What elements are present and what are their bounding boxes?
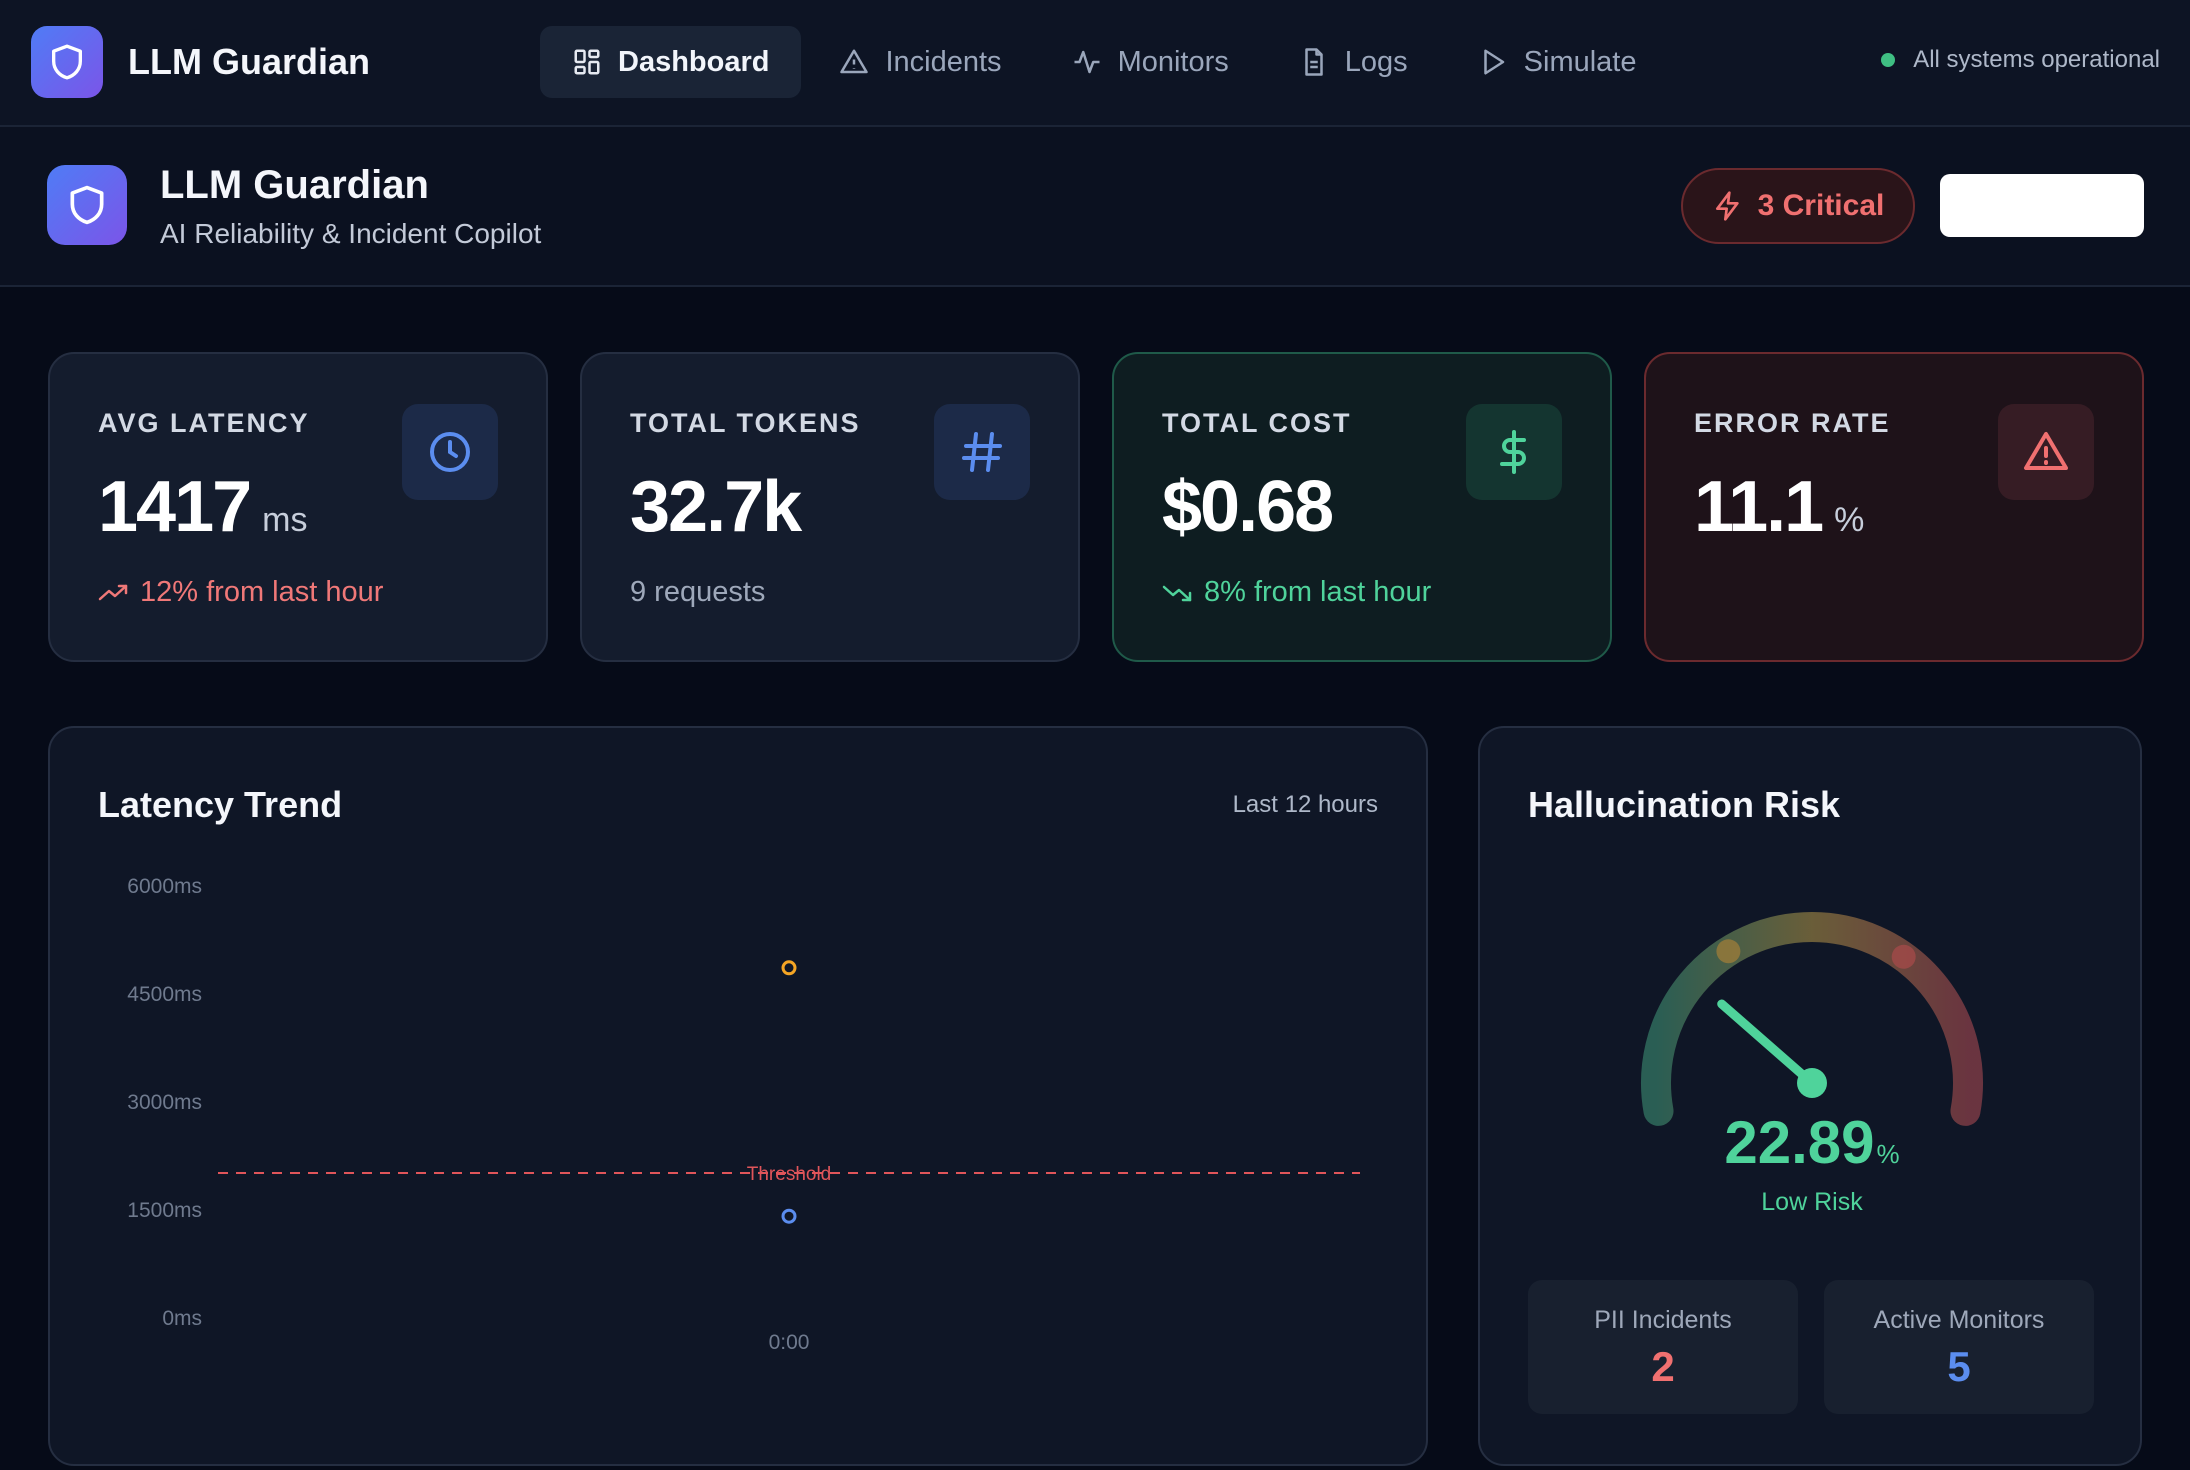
nav-item-dashboard[interactable]: Dashboard [540,26,802,98]
nav-item-label: Logs [1344,45,1408,78]
brand-name: LLM Guardian [128,41,370,82]
nav-item-label: Dashboard [618,45,770,78]
shield-logo-icon [47,165,127,245]
y-tick-label: 4500ms [127,983,202,1006]
gauge-zone-marker [1716,939,1741,964]
stat-value: $0.68 [1162,467,1334,547]
dollar-icon [1466,404,1562,500]
mini-label: PII Incidents [1594,1306,1732,1334]
stat-value: 32.7k [630,467,802,547]
trending-down-icon [1162,585,1192,601]
nav-item-monitors[interactable]: Monitors [1040,26,1261,98]
gauge-zone-marker [1891,944,1916,969]
alert-triangle-icon [1998,404,2094,500]
hash-icon [934,404,1030,500]
latency-trend-panel: Latency Trend Last 12 hours 6000ms 4500ms… [48,726,1428,1466]
header-action-button[interactable] [1940,174,2144,237]
hallucination-risk-panel: Hallucination Risk 22.89% Low Risk PII I… [1478,726,2142,1466]
grid-icon [574,49,600,75]
panel-title: Latency Trend [98,784,343,825]
nav-item-logs[interactable]: Logs [1267,26,1440,98]
stat-label: ERROR RATE [1694,408,1891,438]
active-monitors-card[interactable]: Active Monitors 5 [1824,1280,2094,1414]
y-tick-label: 6000ms [127,875,202,898]
stat-label: AVG LATENCY [98,408,310,438]
status-dot-icon [1881,53,1896,67]
stat-card-error-rate: ERROR RATE 11.1% [1644,352,2144,662]
mini-value: 5 [1947,1343,1971,1390]
panel-title: Hallucination Risk [1528,784,1841,825]
data-point[interactable] [781,1208,797,1224]
stat-value: 1417 ms [98,467,308,547]
threshold-label: Threshold [747,1164,832,1185]
mini-value: 2 [1651,1343,1675,1390]
play-icon [1483,49,1504,75]
brand[interactable]: LLM Guardian [31,26,370,98]
y-tick-label: 3000ms [127,1091,202,1114]
system-status: All systems operational [1881,46,2160,74]
stat-delta: 12% from last hour [98,576,383,609]
x-tick-label: 0:00 [769,1331,810,1354]
clock-icon [402,404,498,500]
page-subtitle: AI Reliability & Incident Copilot [160,218,542,249]
activity-icon [1074,50,1100,74]
pii-incidents-card[interactable]: PII Incidents 2 [1528,1280,1798,1414]
mini-label: Active Monitors [1873,1306,2045,1334]
trending-up-icon [98,584,128,600]
gauge-needle [1717,999,1817,1088]
system-status-text: All systems operational [1913,46,2160,73]
risk-level-label: Low Risk [1761,1188,1863,1216]
y-tick-label: 0ms [162,1307,202,1330]
y-tick-label: 1500ms [127,1199,202,1222]
stat-value: 11.1% [1694,467,1865,547]
critical-label: 3 Critical [1757,189,1885,222]
data-point[interactable] [781,960,797,976]
top-navigation: LLM Guardian Dashboard Incidents Monitor… [0,0,2190,127]
nav-item-label: Simulate [1523,45,1637,78]
stat-sub: 9 requests [630,576,766,608]
nav-item-incidents[interactable]: Incidents [807,26,1033,98]
nav-tabs: Dashboard Incidents Monitors Logs Simula… [540,26,1674,98]
gauge-arc [1641,912,1983,1126]
page-title: LLM Guardian [160,163,429,207]
zap-icon [1715,191,1739,221]
latency-chart: 6000ms 4500ms 3000ms 1500ms 0ms 0:00 Threshold [127,875,1360,1354]
risk-gauge [1641,912,1983,1126]
nav-item-label: Incidents [885,45,1002,78]
alert-triangle-icon [840,49,869,74]
risk-value: 22.89% [1724,1109,1900,1176]
nav-item-simulate[interactable]: Simulate [1446,26,1669,98]
stat-delta: 8% from last hour [1162,576,1431,609]
time-range-label: Last 12 hours [1232,791,1378,818]
stat-label: TOTAL TOKENS [630,408,861,438]
stat-label: TOTAL COST [1162,408,1352,438]
stat-card-cost: TOTAL COST $0.68 8% from last hour [1112,352,1612,662]
nav-item-label: Monitors [1117,45,1229,78]
gauge-hub [1797,1068,1827,1098]
critical-incidents-button[interactable]: 3 Critical [1681,168,1915,244]
page-header: LLM Guardian AI Reliability & Incident C… [0,127,2190,287]
stat-card-tokens: TOTAL TOKENS 32.7k 9 requests [580,352,1080,662]
file-text-icon [1305,48,1323,76]
stat-card-latency: AVG LATENCY 1417 ms 12% from last hour [48,352,548,662]
shield-logo-icon [31,26,103,98]
